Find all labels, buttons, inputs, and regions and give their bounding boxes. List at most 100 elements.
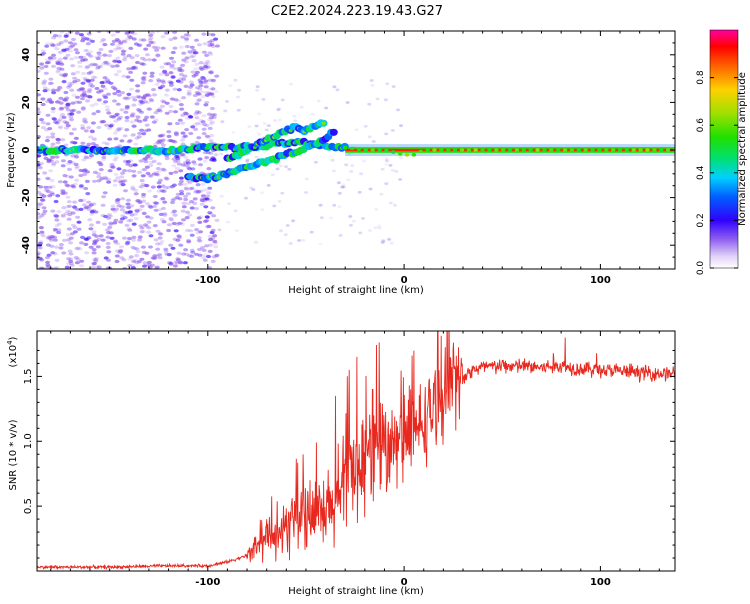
speckle (139, 101, 145, 105)
speckle (138, 99, 144, 103)
carrier-dot (665, 148, 671, 152)
speckle (62, 174, 68, 178)
speckle (122, 55, 128, 59)
speckle (45, 122, 51, 126)
speckle (114, 64, 120, 68)
speckle (50, 110, 56, 114)
speckle (318, 242, 323, 246)
speckle (118, 42, 124, 46)
speckle (155, 46, 161, 50)
carrier-dot (528, 148, 533, 152)
speckle (59, 67, 65, 71)
speckle (40, 126, 46, 130)
speckle (231, 131, 236, 134)
speckle (384, 182, 389, 186)
speckle (105, 108, 111, 112)
speckle (65, 108, 71, 112)
speckle (137, 109, 143, 113)
speckle (78, 173, 84, 178)
snr-y-scale: (x104) (6, 336, 19, 367)
speckle (90, 39, 95, 43)
speckle (63, 98, 69, 102)
carrier-dot (604, 148, 609, 152)
speckle (330, 158, 335, 162)
speckle (207, 51, 213, 55)
speckle (106, 180, 112, 184)
speckle (80, 97, 85, 101)
speckle (127, 210, 133, 214)
speckle (37, 202, 40, 206)
x-tick-label: -100 (195, 577, 220, 588)
speckle (172, 36, 178, 40)
speckle (388, 201, 393, 205)
speckle (76, 227, 82, 231)
speckle (141, 96, 147, 100)
speckle (182, 182, 188, 186)
speckle (120, 171, 126, 175)
speckle (49, 244, 55, 248)
speckle (87, 156, 93, 160)
speckle (98, 168, 104, 172)
speckle (160, 104, 165, 108)
speckle (129, 87, 134, 91)
speckle (398, 178, 403, 181)
speckle (196, 189, 202, 194)
speckle (125, 202, 131, 206)
speckle (200, 194, 206, 198)
speckle (115, 200, 121, 205)
speckle (363, 124, 368, 128)
speckle (174, 133, 179, 137)
speckle (189, 45, 195, 49)
speckle (57, 125, 63, 129)
speckle (156, 185, 162, 189)
speckle (324, 106, 329, 110)
speckle (90, 265, 96, 269)
speckle (354, 128, 359, 132)
speckle (178, 80, 184, 84)
carrier-dot (631, 148, 636, 152)
speckle (92, 261, 97, 266)
speckle (338, 234, 343, 237)
carrier-dot (624, 148, 630, 152)
speckle (367, 102, 372, 106)
speckle (65, 184, 71, 188)
speckle (121, 205, 127, 209)
speckle (79, 264, 84, 268)
speckle (37, 93, 41, 97)
speckle (145, 93, 151, 97)
carrier-dot (487, 148, 492, 152)
speckle (202, 258, 208, 262)
speckle (350, 164, 355, 168)
speckle (168, 109, 174, 113)
speckle (205, 59, 211, 64)
speckle (110, 64, 116, 68)
snr-y-ticks: 0.5 1.0 1.5 (23, 349, 675, 559)
speckle (162, 200, 168, 204)
carrier-dot (343, 145, 348, 150)
speckle (71, 127, 77, 131)
speckle (64, 265, 70, 269)
speckle (160, 197, 166, 201)
speckle (58, 246, 64, 250)
speckle (55, 70, 61, 74)
speckle (59, 106, 65, 110)
speckle (146, 94, 152, 98)
speckle (114, 112, 120, 116)
speckle (91, 112, 97, 116)
speckle (358, 231, 363, 235)
speckle (147, 107, 152, 111)
speckle (83, 237, 89, 241)
speckle (65, 102, 71, 106)
speckle (189, 55, 195, 59)
speckle (156, 189, 162, 193)
speckle (65, 104, 71, 108)
speckle (183, 155, 189, 160)
speckle (207, 186, 213, 190)
speckle (142, 100, 148, 104)
speckle (150, 40, 156, 45)
speckle (66, 257, 71, 261)
speckle (96, 98, 102, 102)
speckle (145, 171, 151, 175)
speckle (84, 37, 90, 41)
speckle (87, 88, 93, 92)
